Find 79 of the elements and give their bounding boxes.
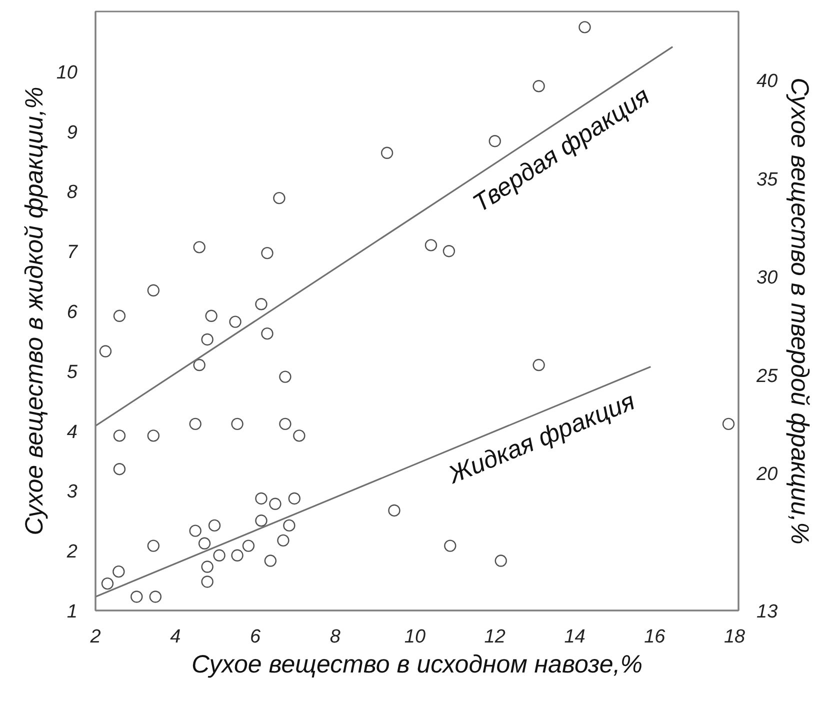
point <box>147 540 160 552</box>
point <box>273 192 286 204</box>
point <box>444 540 456 552</box>
point <box>442 245 456 258</box>
point <box>293 430 306 442</box>
point <box>264 554 277 567</box>
point <box>255 492 268 505</box>
point <box>189 524 202 537</box>
point <box>277 534 290 547</box>
x-tick-label: 10 <box>404 626 426 648</box>
y-tick-label: 1 <box>66 602 78 622</box>
point <box>488 135 501 148</box>
y2-tick-label: 13 <box>756 602 778 622</box>
point <box>288 492 300 505</box>
x-tick-label: 12 <box>484 626 506 648</box>
point <box>147 430 160 442</box>
y2-tick-label: 30 <box>756 268 778 289</box>
point <box>113 463 126 476</box>
x-tick-label: 6 <box>250 626 261 648</box>
point <box>193 241 206 254</box>
point <box>113 430 126 442</box>
y2-axis-title: Сухое вещество в твердой фракции,% <box>786 78 814 544</box>
x-tick-label: 18 <box>724 626 746 648</box>
point <box>279 370 292 383</box>
point <box>279 418 292 430</box>
point <box>113 310 126 322</box>
point <box>201 560 214 573</box>
y2-tick-label: 20 <box>756 464 778 486</box>
point <box>101 577 114 590</box>
point <box>112 565 125 578</box>
y-tick-label: 6 <box>66 302 78 323</box>
point <box>242 540 255 552</box>
point <box>149 590 162 603</box>
point <box>388 504 400 517</box>
x-tick-label: 8 <box>330 626 341 648</box>
point <box>261 327 274 340</box>
point <box>201 333 214 346</box>
point <box>229 316 242 328</box>
point <box>722 418 735 430</box>
y-tick-label: 3 <box>66 482 78 503</box>
point <box>283 519 296 532</box>
point <box>532 80 545 92</box>
y-axis-title: Сухое вещество в жидкой фракции,% <box>20 86 48 536</box>
y2-tick-label: 25 <box>756 366 778 387</box>
point <box>205 310 218 322</box>
point <box>532 358 545 372</box>
point <box>189 418 202 430</box>
y-tick-label: 8 <box>66 182 78 204</box>
point <box>578 21 591 34</box>
point <box>201 576 214 588</box>
point <box>208 519 221 532</box>
point <box>213 549 226 562</box>
x-tick-label: 2 <box>89 626 102 648</box>
y2-tick-label: 35 <box>756 169 778 190</box>
y-tick-label: 9 <box>66 122 78 144</box>
point <box>231 549 244 562</box>
point <box>147 284 160 296</box>
point <box>255 298 268 310</box>
x-tick-label: 14 <box>564 626 586 648</box>
point <box>193 358 206 372</box>
point <box>269 498 282 510</box>
y-tick-label: 7 <box>66 242 79 264</box>
point <box>255 514 268 527</box>
point <box>494 554 507 567</box>
y-tick-label: 4 <box>66 422 78 443</box>
point <box>261 246 274 260</box>
y-tick-label: 5 <box>66 362 78 383</box>
y2-tick-label: 40 <box>756 71 778 92</box>
x-tick-label: 16 <box>644 626 666 648</box>
y-tick-label: 10 <box>56 62 78 84</box>
point <box>231 418 244 430</box>
point <box>424 239 438 252</box>
point <box>130 590 143 603</box>
x-tick-label: 4 <box>170 626 181 648</box>
x-axis-title: Сухое вещество в исходном навозе,% <box>192 650 642 678</box>
y-tick-label: 2 <box>66 542 78 563</box>
point <box>99 345 112 358</box>
point <box>198 537 211 550</box>
point <box>380 146 394 159</box>
